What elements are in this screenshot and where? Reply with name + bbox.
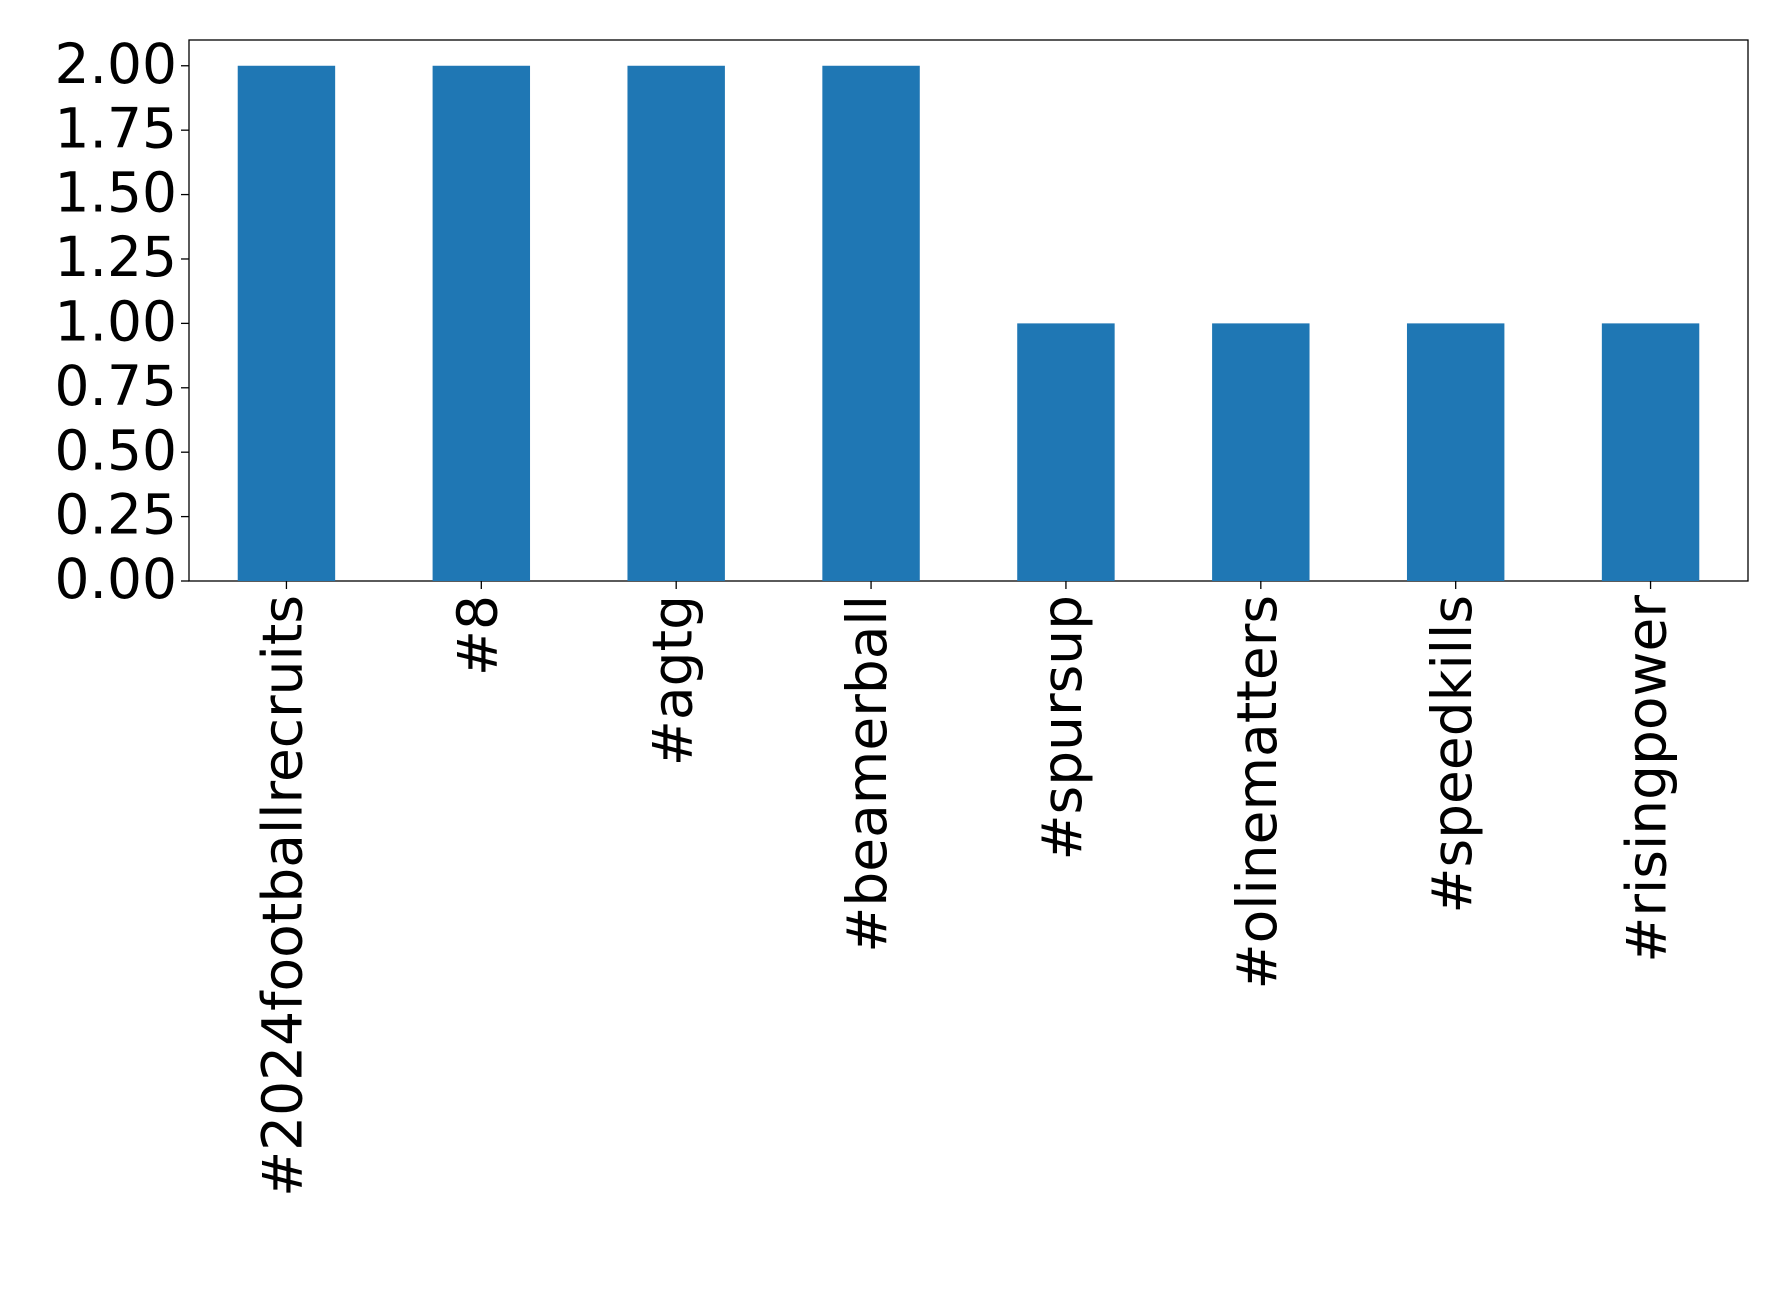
x-tick-label: #2024footballrecruits <box>251 595 315 1197</box>
x-tick-label: #risingpower <box>1615 595 1679 963</box>
bar <box>1212 323 1310 581</box>
y-tick-label: 0.00 <box>55 547 177 611</box>
bar <box>237 65 336 581</box>
bar <box>1601 323 1700 581</box>
y-tick-label: 0.50 <box>55 418 177 482</box>
y-tick-label: 1.00 <box>55 290 177 354</box>
x-tick-label: #spursup <box>1030 595 1094 861</box>
bar <box>627 65 725 581</box>
y-tick-label: 0.75 <box>55 354 177 418</box>
bar <box>822 65 920 581</box>
y-tick-label: 1.75 <box>55 96 177 160</box>
x-tick-label: #beamerball <box>835 595 899 953</box>
x-tick-label: #olinematters <box>1225 595 1289 990</box>
y-tick-label: 0.25 <box>55 483 177 547</box>
bar <box>1017 323 1115 581</box>
y-tick-label: 1.25 <box>55 225 177 289</box>
x-tick-label: #8 <box>445 595 509 676</box>
y-tick-label: 2.00 <box>55 32 177 96</box>
x-tick-label: #agtg <box>640 595 704 766</box>
plot-frame <box>188 39 1749 582</box>
y-tick-label: 1.50 <box>55 161 177 225</box>
x-tick-label: #speedkills <box>1420 595 1484 914</box>
bar <box>432 65 531 581</box>
bar <box>1406 323 1505 581</box>
